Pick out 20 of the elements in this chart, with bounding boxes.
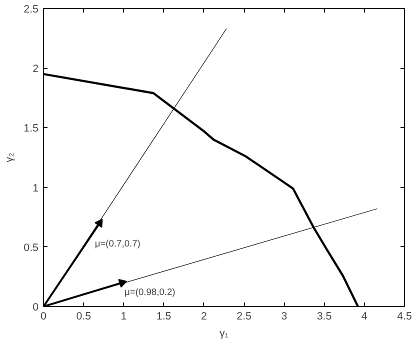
x-tick-label: 0.5 <box>76 310 92 322</box>
x-tick-label: 0 <box>40 310 47 322</box>
y-axis-title: γ₂ <box>4 152 16 162</box>
x-tick-label: 2 <box>200 310 207 322</box>
y-tick-label: 0.5 <box>24 242 39 254</box>
x-tick-label: 3.5 <box>316 310 332 322</box>
annotation: μ=(0.98,0.2) <box>124 287 176 298</box>
x-tick-label: 4.5 <box>397 310 412 322</box>
x-tick-label: 2.5 <box>236 310 252 322</box>
x-tick-label: 3 <box>281 310 288 322</box>
y-tick-label: 1.5 <box>24 122 39 135</box>
x-tick-label: 1.5 <box>156 310 172 322</box>
annotation: μ=(0.7,0.7) <box>94 238 140 248</box>
x-tick-label: 4 <box>361 310 368 322</box>
y-tick-label: 0 <box>32 302 39 314</box>
x-tick-label: 1 <box>120 310 127 322</box>
y-tick-label: 2.5 <box>24 4 39 16</box>
y-tick-label: 1 <box>32 182 39 194</box>
x-axis-title: γ₁ <box>220 328 229 340</box>
y-tick-label: 2 <box>32 63 39 76</box>
